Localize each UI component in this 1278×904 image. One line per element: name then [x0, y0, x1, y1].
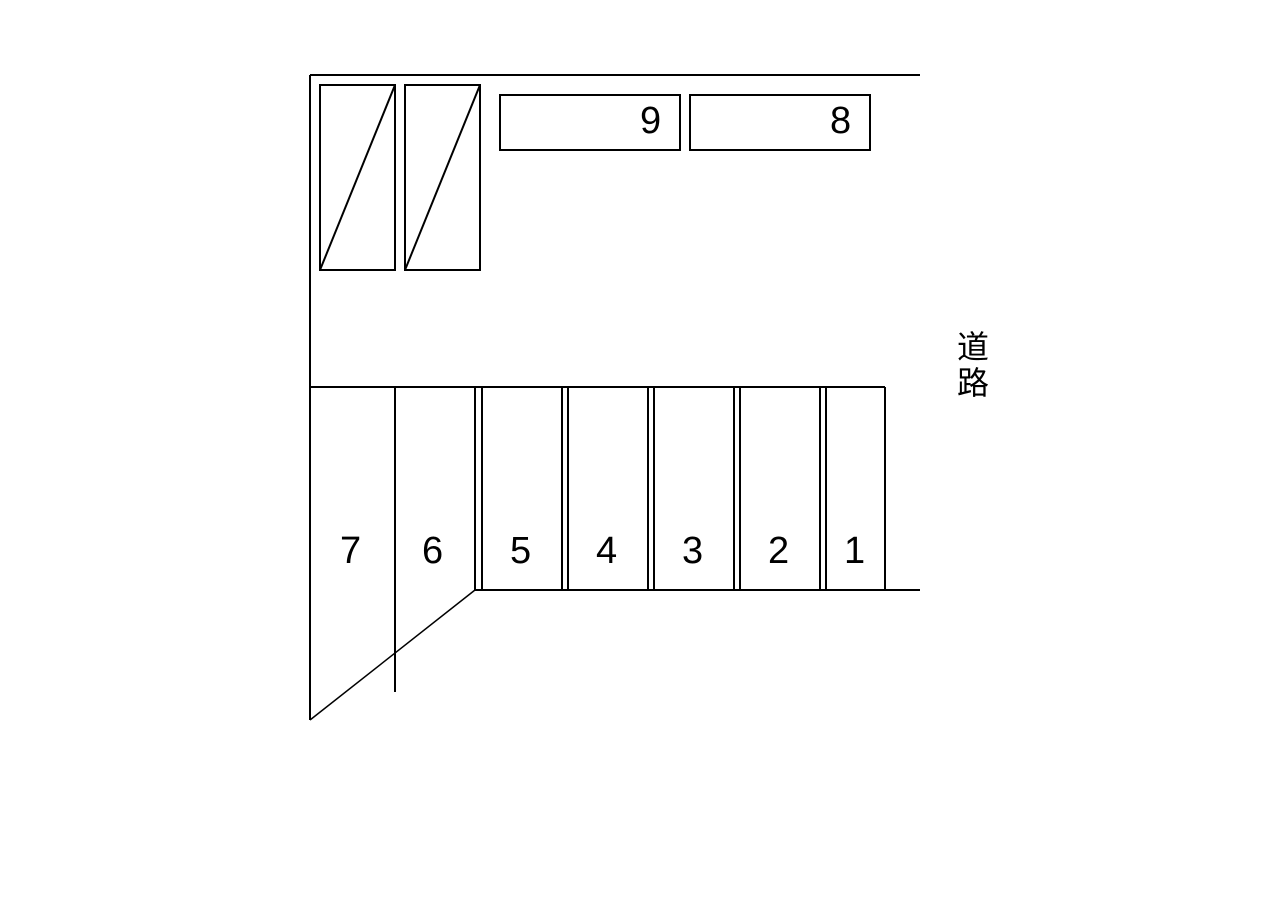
- occupied-spot-a-diagonal: [320, 85, 395, 270]
- parking-diagram: [0, 0, 1278, 904]
- spot-6-label: 6: [422, 530, 443, 573]
- spot-2-label: 2: [768, 530, 789, 573]
- spot-9-label: 9: [640, 100, 661, 143]
- spot-4-label: 4: [596, 530, 617, 573]
- spot-1-label: 1: [844, 530, 865, 573]
- spot-5-label: 5: [510, 530, 531, 573]
- spot-3-label: 3: [682, 530, 703, 573]
- spot-8-label: 8: [830, 100, 851, 143]
- corner-diagonal-line: [310, 590, 475, 720]
- spot-7-label: 7: [340, 530, 361, 573]
- road-label: 道路: [948, 330, 994, 402]
- occupied-spot-b-diagonal: [405, 85, 480, 270]
